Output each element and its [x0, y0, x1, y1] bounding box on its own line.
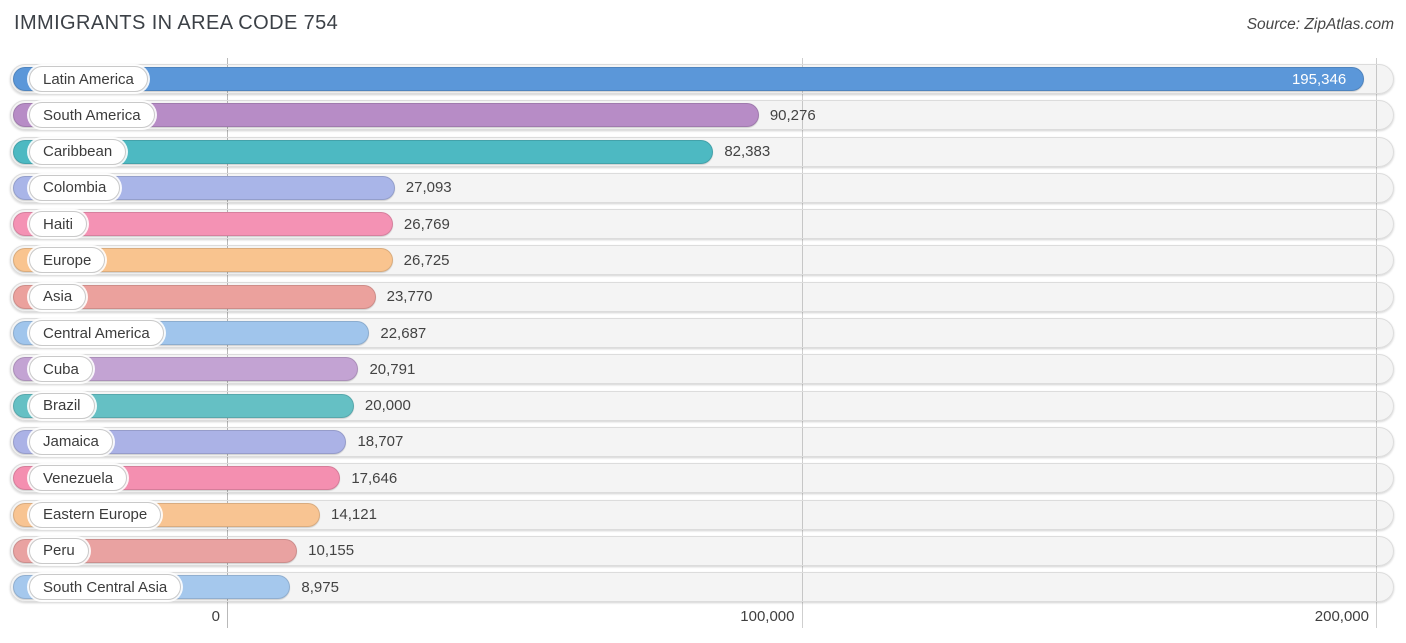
category-pill: Central America: [29, 320, 164, 347]
bar-row: South Central Asia 8,975: [10, 572, 1394, 603]
value-label: 20,000: [364, 397, 411, 415]
category-pill: Asia: [29, 283, 87, 310]
bar-row: Asia 23,770: [10, 281, 1394, 312]
bar-row: Jamaica 18,707: [10, 426, 1394, 457]
category-label: South America: [43, 106, 141, 124]
x-axis-tick-label: 100,000: [740, 608, 795, 625]
bar-chart: Latin America 195,346 South America 90,2…: [0, 58, 1406, 630]
category-pill: Venezuela: [29, 465, 128, 492]
category-label: South Central Asia: [43, 578, 168, 596]
value-label: 22,687: [380, 324, 427, 342]
category-label: Brazil: [43, 397, 81, 415]
value-label: 18,707: [357, 433, 404, 451]
category-label: Latin America: [43, 70, 134, 88]
value-label: 20,791: [369, 360, 416, 378]
gridline: [801, 58, 803, 628]
bar-rows: Latin America 195,346 South America 90,2…: [10, 64, 1394, 608]
bar-row: Central America 22,687: [10, 318, 1394, 349]
source-attribution: Source: ZipAtlas.com: [1246, 16, 1394, 33]
bar-row: Haiti 26,769: [10, 209, 1394, 240]
category-pill: Eastern Europe: [29, 501, 162, 528]
value-label: 23,770: [386, 288, 433, 306]
value-label: 90,276: [769, 106, 816, 124]
category-pill: Caribbean: [29, 138, 127, 165]
category-label: Asia: [43, 288, 73, 306]
category-label: Haiti: [43, 215, 74, 233]
category-pill: Cuba: [29, 356, 93, 383]
category-label: Caribbean: [43, 143, 113, 161]
bar-row: Eastern Europe 14,121: [10, 499, 1394, 530]
value-label: 14,121: [331, 506, 377, 524]
value-label: 17,646: [351, 469, 398, 487]
category-label: Peru: [43, 542, 75, 560]
bar-row: South America 90,276: [10, 100, 1394, 131]
category-label: Venezuela: [43, 469, 114, 487]
category-pill: South Central Asia: [29, 574, 182, 601]
value-label: 26,769: [403, 215, 450, 233]
bar-row: Latin America 195,346: [10, 64, 1394, 94]
category-label: Colombia: [43, 179, 107, 197]
bar-row: Colombia 27,093: [10, 172, 1394, 203]
category-label: Eastern Europe: [43, 506, 148, 524]
category-pill: Haiti: [29, 211, 88, 238]
value-label: 26,725: [403, 251, 450, 269]
value-label: 195,346: [1291, 70, 1347, 88]
category-pill: Colombia: [29, 174, 121, 201]
category-label: Cuba: [43, 360, 79, 378]
category-pill: Latin America: [29, 66, 148, 92]
category-label: Jamaica: [43, 433, 99, 451]
category-pill: Jamaica: [29, 428, 113, 455]
category-pill: Brazil: [29, 392, 95, 419]
bar: [13, 67, 1365, 91]
bar-row: Caribbean 82,383: [10, 136, 1394, 167]
category-label: Europe: [43, 251, 92, 269]
bar-row: Peru 10,155: [10, 535, 1394, 566]
chart-title: IMMIGRANTS IN AREA CODE 754: [14, 12, 339, 34]
x-axis-tick-label: 200,000: [1314, 608, 1369, 625]
bar-row: Venezuela 17,646: [10, 463, 1394, 494]
category-pill: Peru: [29, 537, 89, 564]
category-pill: Europe: [29, 247, 106, 274]
bar-row: Cuba 20,791: [10, 354, 1394, 385]
bar: [13, 139, 714, 164]
value-label: 8,975: [301, 578, 339, 596]
value-label: 27,093: [405, 179, 452, 197]
category-label: Central America: [43, 324, 150, 342]
value-label: 82,383: [724, 143, 771, 161]
value-label: 10,155: [308, 542, 355, 560]
x-axis-tick-label: 0: [211, 608, 220, 625]
bar-row: Europe 26,725: [10, 245, 1394, 276]
category-pill: South America: [29, 102, 155, 129]
bar-row: Brazil 20,000: [10, 390, 1394, 421]
gridline: [1376, 58, 1377, 628]
